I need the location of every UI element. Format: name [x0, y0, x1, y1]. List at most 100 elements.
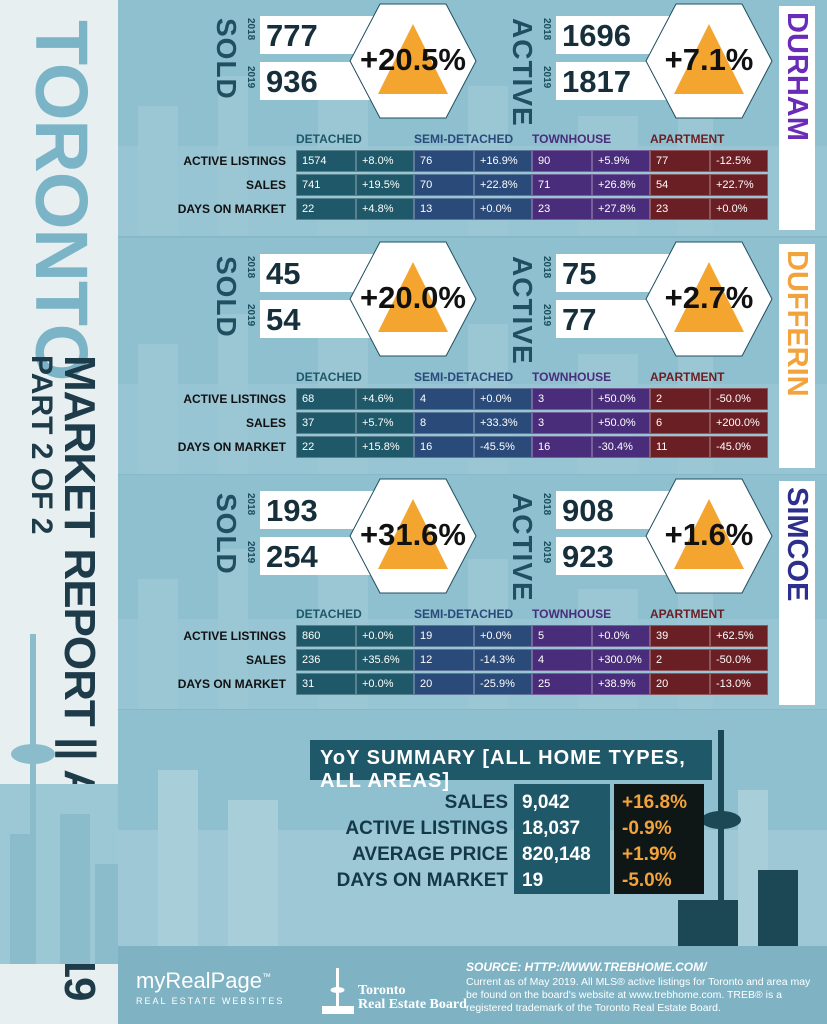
- region-tab: DUFFERIN: [779, 244, 815, 468]
- table-cell-change: +26.8%: [592, 174, 650, 196]
- column-header: DETACHED: [296, 132, 362, 146]
- region-name: DURHAM: [781, 12, 813, 141]
- row-label: DAYS ON MARKET: [177, 677, 286, 691]
- table-cell-value: 11: [650, 436, 710, 458]
- table-cell-value: 16: [414, 436, 474, 458]
- table-cell-value: 37: [296, 412, 356, 434]
- up-triangle-icon: [349, 478, 477, 594]
- table-cell-value: 860: [296, 625, 356, 647]
- table-cell-value: 4: [414, 388, 474, 410]
- summary-label: SALES: [444, 792, 508, 813]
- summary-change: -0.9%: [622, 818, 672, 839]
- table-cell-value: 31: [296, 673, 356, 695]
- table-cell-value: 54: [650, 174, 710, 196]
- active-block: ACTIVE 2018 2019 1696 1817 +7.1%: [504, 3, 784, 127]
- table-cell-change: +0.0%: [356, 673, 414, 695]
- source-link[interactable]: SOURCE: HTTP://WWW.TREBHOME.COM/: [466, 960, 707, 974]
- report-part: PART 2 OF 2: [25, 355, 58, 535]
- table-cell-value: 3: [532, 388, 592, 410]
- active-change: +1.6%: [664, 517, 754, 552]
- table-cell-value: 20: [650, 673, 710, 695]
- table-cell-value: 6: [650, 412, 710, 434]
- table-cell-value: 68: [296, 388, 356, 410]
- region-name: DUFFERIN: [781, 250, 813, 397]
- year-label: 2019: [245, 304, 256, 327]
- table-cell-change: +50.0%: [592, 388, 650, 410]
- table-cell-change: +0.0%: [710, 198, 768, 220]
- table-cell-value: 25: [532, 673, 592, 695]
- yoy-summary-panel: YoY SUMMARY [ALL HOME TYPES, ALL AREAS] …: [118, 710, 827, 946]
- summary-changes: +16.8% -0.9% +1.9% -5.0%: [614, 784, 704, 894]
- table-cell-value: 741: [296, 174, 356, 196]
- sold-block: SOLD 2018 2019 45 54 +20.0%: [208, 241, 488, 357]
- region-tab: SIMCOE: [779, 481, 815, 705]
- table-cell-change: +38.9%: [592, 673, 650, 695]
- table-cell-value: 71: [532, 174, 592, 196]
- table-cell-change: +0.0%: [592, 625, 650, 647]
- column-header: SEMI-DETACHED: [414, 132, 514, 146]
- table-cell-change: +62.5%: [710, 625, 768, 647]
- table-cell-value: 3: [532, 412, 592, 434]
- table-cell-change: +27.8%: [592, 198, 650, 220]
- year-label: 2019: [245, 541, 256, 564]
- sold-change-hexagon: +20.0%: [348, 240, 478, 358]
- table-cell-change: -12.5%: [710, 150, 768, 172]
- source-note: Current as of May 2019. All MLS® active …: [466, 976, 811, 1014]
- region-name: SIMCOE: [781, 487, 813, 602]
- column-header: APARTMENT: [650, 370, 725, 384]
- region-panel-simcoe: SOLD 2018 2019 193 254 +31.6% ACTIVE 201…: [118, 475, 827, 709]
- active-change-hexagon: +2.7%: [644, 240, 774, 358]
- title-band: TORONTO MARKET REPORT || APRIL 2019 PART…: [0, 0, 118, 1024]
- sold-block: SOLD 2018 2019 193 254 +31.6%: [208, 478, 488, 594]
- table-cell-value: 8: [414, 412, 474, 434]
- summary-values: 9,042 18,037 820,148 19: [514, 784, 610, 894]
- table-cell-change: +33.3%: [474, 412, 532, 434]
- active-label: ACTIVE: [507, 493, 538, 602]
- table-cell-value: 77: [650, 150, 710, 172]
- row-label: DAYS ON MARKET: [177, 440, 286, 454]
- row-label: DAYS ON MARKET: [177, 202, 286, 216]
- report-title: TORONTO: [20, 20, 103, 381]
- sold-label: SOLD: [211, 493, 242, 575]
- column-header: TOWNHOUSE: [532, 370, 612, 384]
- skyline-icon: [118, 730, 827, 946]
- column-header: SEMI-DETACHED: [414, 370, 514, 384]
- table-cell-change: +5.7%: [356, 412, 414, 434]
- cn-tower-skyline-icon: [0, 634, 118, 964]
- year-label: 2019: [541, 541, 552, 564]
- table-cell-value: 23: [650, 198, 710, 220]
- active-change-hexagon: +1.6%: [644, 477, 774, 595]
- table-cell-value: 22: [296, 198, 356, 220]
- year-label: 2018: [541, 493, 552, 516]
- table-cell-change: -30.4%: [592, 436, 650, 458]
- table-cell-value: 22: [296, 436, 356, 458]
- table-cell-change: -25.9%: [474, 673, 532, 695]
- up-triangle-icon: [645, 478, 773, 594]
- up-triangle-icon: [349, 241, 477, 357]
- summary-label: AVERAGE PRICE: [352, 844, 508, 865]
- summary-value: 19: [522, 870, 544, 891]
- column-header: TOWNHOUSE: [532, 607, 612, 621]
- summary-title: YoY SUMMARY [ALL HOME TYPES, ALL AREAS]: [320, 747, 686, 792]
- year-label: 2019: [541, 66, 552, 89]
- table-cell-change: +4.8%: [356, 198, 414, 220]
- active-change: +7.1%: [664, 42, 754, 77]
- row-label: ACTIVE LISTINGS: [183, 629, 286, 643]
- table-cell-value: 23: [532, 198, 592, 220]
- summary-change: +16.8%: [622, 792, 687, 813]
- table-cell-change: +4.6%: [356, 388, 414, 410]
- treb-logo[interactable]: Toronto Real Estate Board: [318, 966, 478, 1016]
- summary-label: DAYS ON MARKET: [336, 870, 508, 891]
- table-cell-change: +15.8%: [356, 436, 414, 458]
- table-cell-change: +0.0%: [356, 625, 414, 647]
- column-header: APARTMENT: [650, 132, 725, 146]
- table-cell-value: 4: [532, 649, 592, 671]
- brand-logo[interactable]: myRealPage™: [136, 968, 271, 993]
- table-cell-change: -14.3%: [474, 649, 532, 671]
- up-triangle-icon: [645, 3, 773, 119]
- summary-change: +1.9%: [622, 844, 677, 865]
- table-cell-value: 236: [296, 649, 356, 671]
- sold-change: +20.0%: [359, 280, 466, 315]
- table-cell-change: -50.0%: [710, 649, 768, 671]
- active-label: ACTIVE: [507, 256, 538, 365]
